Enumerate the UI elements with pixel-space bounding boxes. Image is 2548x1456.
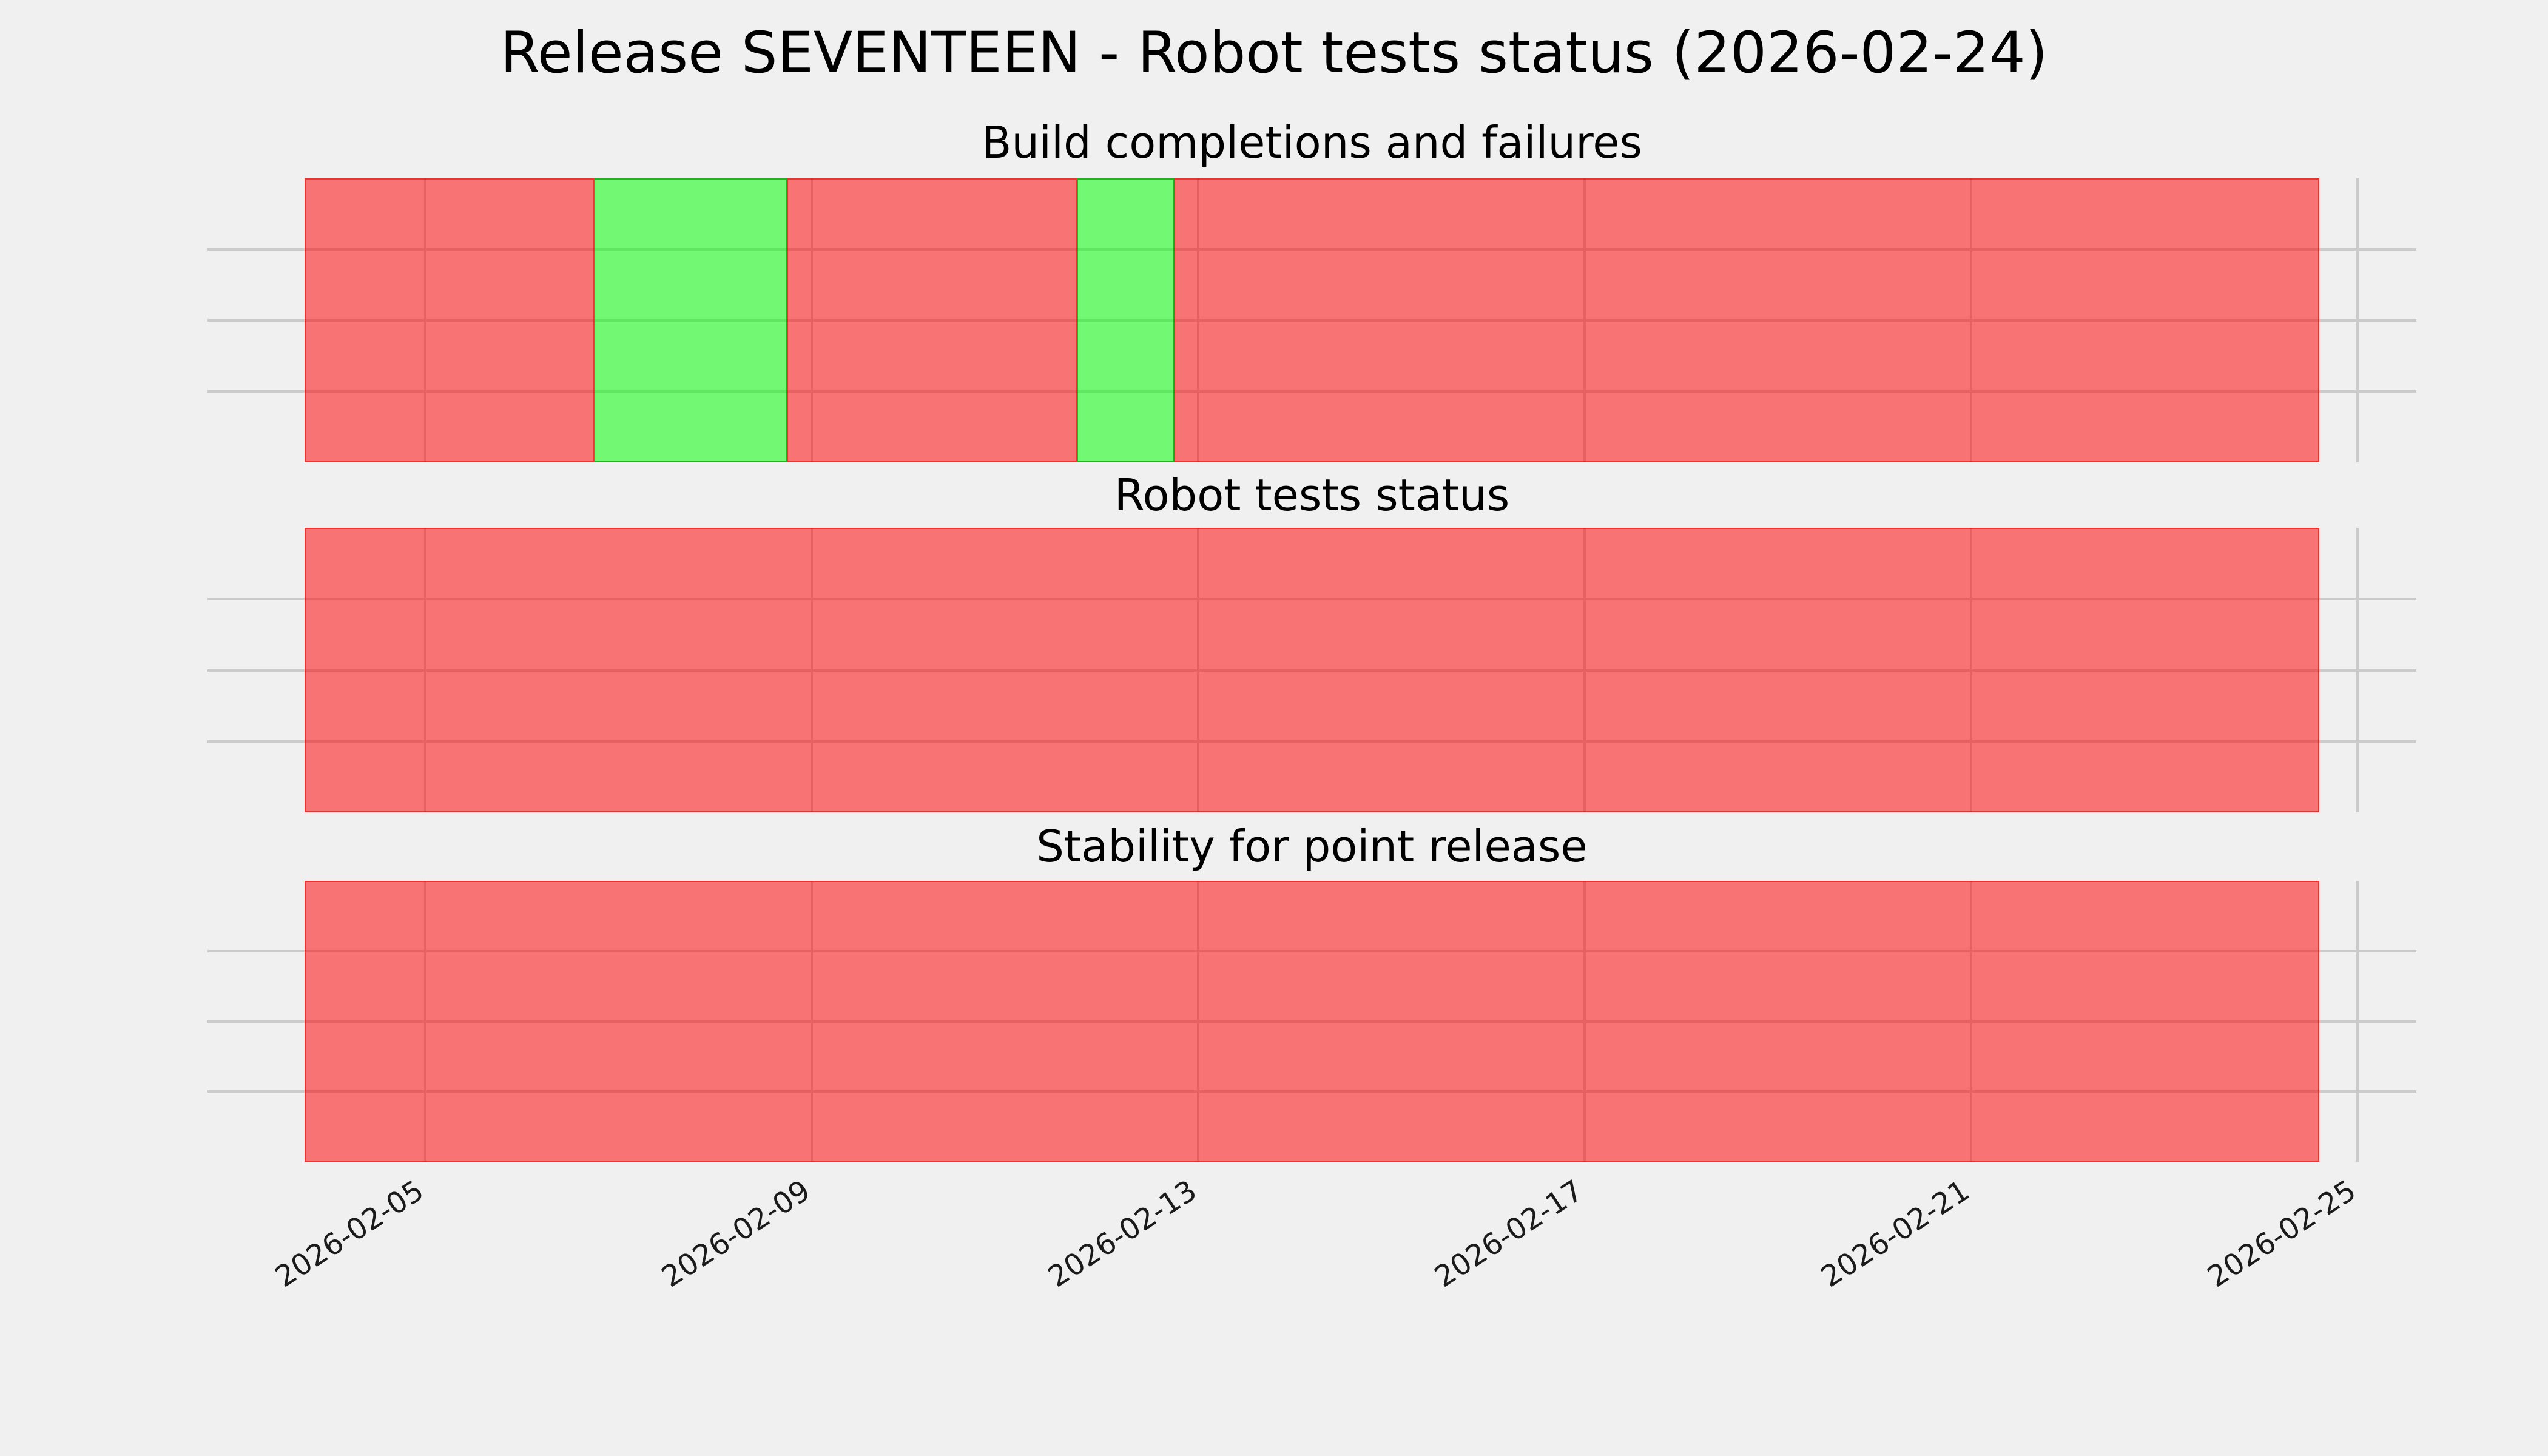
status-segment-pass <box>594 178 787 462</box>
plot-area-build-completions <box>207 178 2416 462</box>
x-tick-label: 2026-02-21 <box>1815 1173 1976 1295</box>
x-tick-label: 2026-02-13 <box>1042 1173 1203 1295</box>
figure-title: Release SEVENTEEN - Robot tests status (… <box>500 20 2048 86</box>
subplot-title-build-completions: Build completions and failures <box>982 117 1642 168</box>
gridline-vertical <box>2356 881 2359 1162</box>
x-tick-label: 2026-02-05 <box>269 1173 430 1295</box>
subplot-title-stability: Stability for point release <box>1036 821 1588 872</box>
status-bars <box>305 178 2319 462</box>
x-tick-label: 2026-02-25 <box>2201 1173 2362 1295</box>
status-segment-fail <box>305 881 2319 1162</box>
x-tick-label: 2026-02-09 <box>655 1173 817 1295</box>
plot-area-robot-tests <box>207 528 2416 812</box>
status-segment-fail <box>305 528 2319 812</box>
status-segment-fail <box>305 178 594 462</box>
gridline-vertical <box>2356 528 2359 812</box>
subplot-title-robot-tests: Robot tests status <box>1114 470 1510 521</box>
gridline-vertical <box>2356 178 2359 462</box>
status-bars <box>305 881 2319 1162</box>
status-segment-pass <box>1077 178 1174 462</box>
plot-area-stability <box>207 881 2416 1162</box>
status-segment-fail <box>1174 178 2319 462</box>
status-bars <box>305 528 2319 812</box>
x-tick-label: 2026-02-17 <box>1428 1173 1589 1295</box>
status-segment-fail <box>787 178 1077 462</box>
